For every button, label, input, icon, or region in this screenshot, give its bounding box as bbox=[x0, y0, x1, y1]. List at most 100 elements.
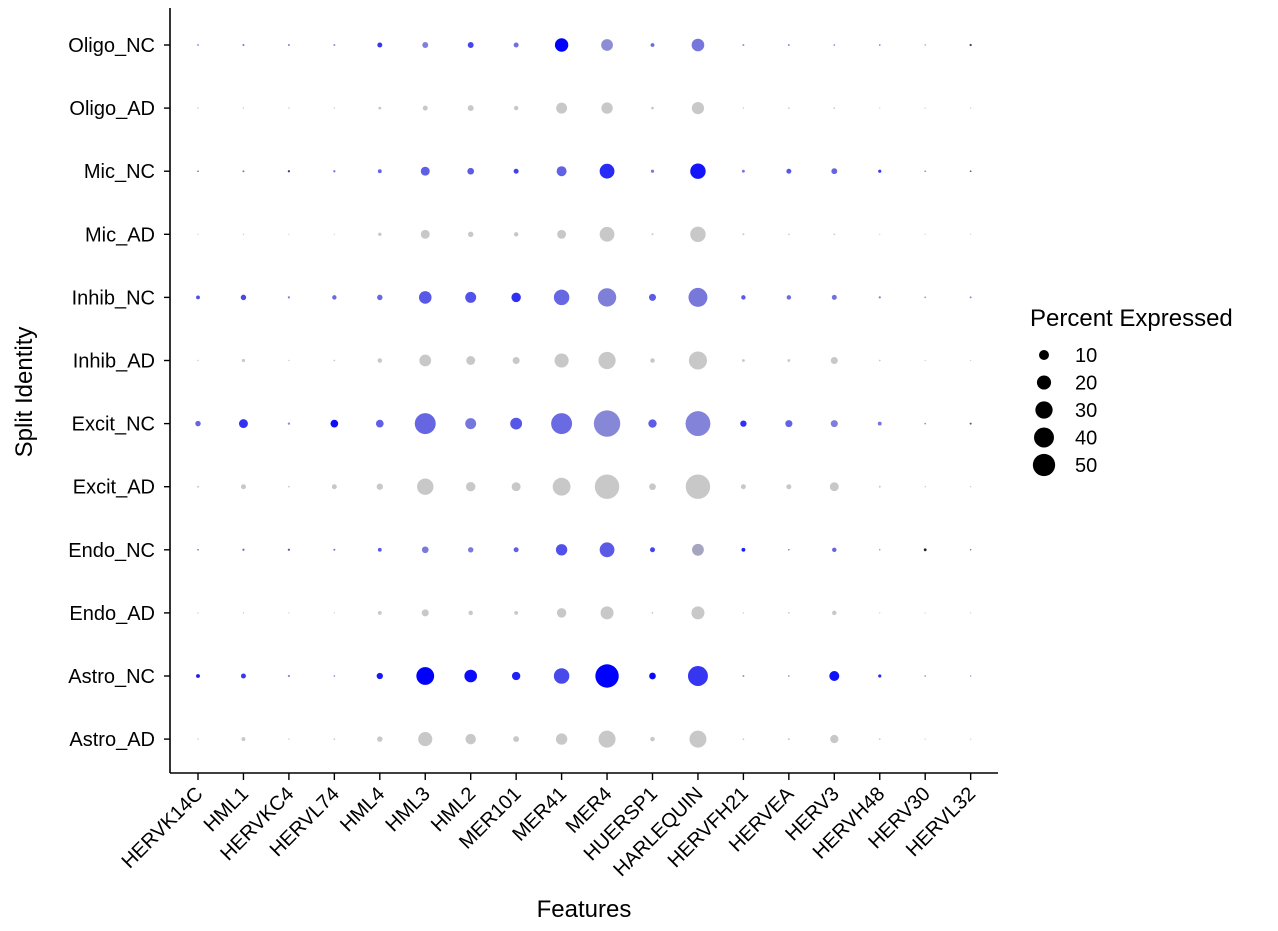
dot-Excit_NC-HERVFH21 bbox=[740, 420, 747, 427]
dot-Astro_AD-HML2 bbox=[465, 733, 476, 745]
dot-Oligo_AD-HERVFH21 bbox=[742, 107, 745, 109]
dot-Endo_NC-HERVK14C bbox=[197, 548, 199, 551]
dot-Oligo_AD-HERV3 bbox=[833, 107, 836, 109]
dot-Excit_AD-HERV3 bbox=[829, 482, 839, 492]
dot-Inhib_NC-HML4 bbox=[377, 294, 383, 301]
legend-label: 20 bbox=[1075, 373, 1097, 395]
dot-Excit_AD-MER41 bbox=[552, 477, 571, 496]
dot-Mic_AD-MER4 bbox=[599, 226, 615, 242]
dot-Inhib_NC-HML3 bbox=[418, 291, 432, 304]
dot-Excit_AD-MER4 bbox=[594, 474, 620, 499]
dot-Astro_NC-MER4 bbox=[595, 664, 619, 688]
dot-Endo_NC-MER4 bbox=[599, 542, 615, 558]
dot-Excit_AD-HML3 bbox=[417, 478, 434, 495]
dot-Endo_AD-HERV3 bbox=[832, 610, 837, 616]
dot-Oligo_AD-HERV30 bbox=[924, 107, 926, 109]
dot-Mic_AD-HERVK14C bbox=[197, 233, 199, 235]
dot-Endo_AD-HML2 bbox=[468, 610, 473, 616]
dot-Inhib_NC-HERVK14C bbox=[196, 295, 200, 300]
dot-Astro_AD-HERVL32 bbox=[970, 738, 972, 740]
dot-Inhib_NC-MER101 bbox=[511, 292, 521, 303]
dot-Mic_NC-HERVL32 bbox=[969, 170, 972, 173]
dot-Astro_NC-MER41 bbox=[553, 668, 570, 684]
dot-Inhib_AD-HERVK14C bbox=[197, 359, 199, 362]
dot-Inhib_AD-HML2 bbox=[466, 356, 476, 365]
x-tick-label: HML4 bbox=[336, 783, 389, 836]
dot-Inhib_NC-HARLEQUIN bbox=[688, 287, 708, 307]
dot-Mic_NC-HERVK14C bbox=[197, 170, 199, 173]
legend-items: 10 20 30 40 50 bbox=[1032, 345, 1097, 477]
dot-Astro_NC-HERVK14C bbox=[196, 674, 200, 678]
dot-Excit_AD-HERVEA bbox=[786, 484, 792, 490]
dot-Inhib_NC-HERVKC4 bbox=[287, 296, 291, 299]
dot-Excit_AD-HERV30 bbox=[924, 485, 926, 488]
dot-Excit_NC-HERVL74 bbox=[330, 419, 339, 428]
dot-Oligo_AD-MER101 bbox=[513, 105, 519, 111]
legend-label: 40 bbox=[1075, 428, 1097, 450]
dot-Inhib_AD-MER41 bbox=[554, 353, 569, 368]
dot-Endo_NC-HUERSP1 bbox=[650, 547, 655, 553]
dot-Mic_AD-HERVH48 bbox=[879, 233, 881, 235]
dot-Endo_NC-HERVFH21 bbox=[741, 547, 746, 552]
dot-Mic_AD-HML2 bbox=[467, 231, 474, 238]
dot-Endo_AD-HERVFH21 bbox=[742, 612, 745, 614]
dot-Excit_NC-HML4 bbox=[375, 419, 384, 428]
dot-Mic_NC-HERVL74 bbox=[333, 170, 336, 173]
dot-Astro_AD-HERVL74 bbox=[333, 738, 336, 740]
dot-Endo_NC-HERVEA bbox=[787, 548, 790, 551]
dot-Excit_NC-HERVK14C bbox=[195, 420, 201, 427]
dot-Mic_NC-HERVFH21 bbox=[741, 169, 745, 173]
dot-Inhib_AD-HARLEQUIN bbox=[688, 351, 708, 370]
dot-Excit_NC-HERVEA bbox=[785, 420, 793, 428]
dot-Inhib_NC-HERVEA bbox=[786, 295, 792, 300]
y-tick-label: Mic_AD bbox=[85, 224, 155, 246]
legend-dot bbox=[1035, 401, 1053, 419]
dot-Endo_NC-HML2 bbox=[467, 547, 474, 553]
dot-Astro_AD-MER41 bbox=[555, 733, 568, 745]
dot-Excit_AD-HERVL32 bbox=[969, 485, 972, 488]
x-tick-label: HERVK14C bbox=[118, 783, 208, 873]
y-tick-label: Excit_AD bbox=[73, 477, 155, 499]
dot-Inhib_NC-HERV3 bbox=[831, 294, 837, 300]
dot-Oligo_NC-HERVK14C bbox=[197, 44, 199, 46]
dot-Mic_AD-HERVL74 bbox=[333, 233, 335, 235]
x-axis-title: Features bbox=[537, 896, 632, 923]
dot-Excit_NC-HARLEQUIN bbox=[685, 411, 711, 437]
dot-Inhib_NC-HUERSP1 bbox=[648, 293, 657, 301]
dot-Endo_NC-HERVL74 bbox=[333, 548, 336, 551]
dot-Inhib_AD-HML1 bbox=[241, 358, 246, 363]
dot-Oligo_AD-HUERSP1 bbox=[651, 106, 654, 110]
dot-Oligo_NC-HERVL32 bbox=[969, 43, 972, 47]
dot-Endo_AD-HERVKC4 bbox=[288, 612, 290, 614]
dot-Oligo_AD-HERVL32 bbox=[970, 107, 972, 109]
dot-Astro_AD-MER101 bbox=[513, 736, 520, 743]
dot-Oligo_AD-HML1 bbox=[242, 107, 245, 109]
dot-Inhib_NC-HERVFH21 bbox=[741, 295, 746, 300]
dot-Endo_NC-HERV30 bbox=[923, 548, 927, 552]
dot-Endo_NC-HERVKC4 bbox=[287, 548, 291, 551]
dot-Oligo_NC-HERVFH21 bbox=[742, 44, 745, 46]
dot-Mic_NC-HARLEQUIN bbox=[690, 163, 706, 179]
dot-Excit_AD-HERVH48 bbox=[878, 485, 881, 488]
dot-Inhib_AD-HERV30 bbox=[924, 359, 926, 362]
dot-Mic_AD-MER101 bbox=[513, 232, 519, 237]
dot-Astro_AD-HERV3 bbox=[830, 734, 839, 744]
dot-Endo_NC-HERVL32 bbox=[969, 549, 972, 551]
dot-Endo_NC-HML4 bbox=[377, 547, 382, 552]
dot-Inhib_AD-HERVEA bbox=[787, 359, 791, 362]
dot-Endo_NC-MER101 bbox=[513, 547, 519, 553]
dot-Astro_AD-HML1 bbox=[241, 737, 246, 742]
dot-Endo_AD-MER101 bbox=[514, 610, 519, 615]
dot-Astro_AD-HERVEA bbox=[787, 738, 790, 741]
dot-Inhib_AD-HERVKC4 bbox=[288, 359, 290, 362]
dot-Mic_NC-HERVEA bbox=[786, 168, 792, 174]
dot-Oligo_NC-HERVH48 bbox=[878, 44, 881, 46]
dot-Mic_AD-HERV3 bbox=[833, 233, 836, 236]
dot-Inhib_AD-HUERSP1 bbox=[650, 358, 655, 363]
y-tick-label: Astro_NC bbox=[68, 666, 155, 688]
dot-Oligo_AD-HERVK14C bbox=[197, 107, 199, 109]
dot-Excit_NC-HML1 bbox=[238, 419, 248, 429]
dot-Astro_NC-HML2 bbox=[464, 669, 478, 683]
dot-Endo_NC-MER41 bbox=[555, 544, 568, 556]
